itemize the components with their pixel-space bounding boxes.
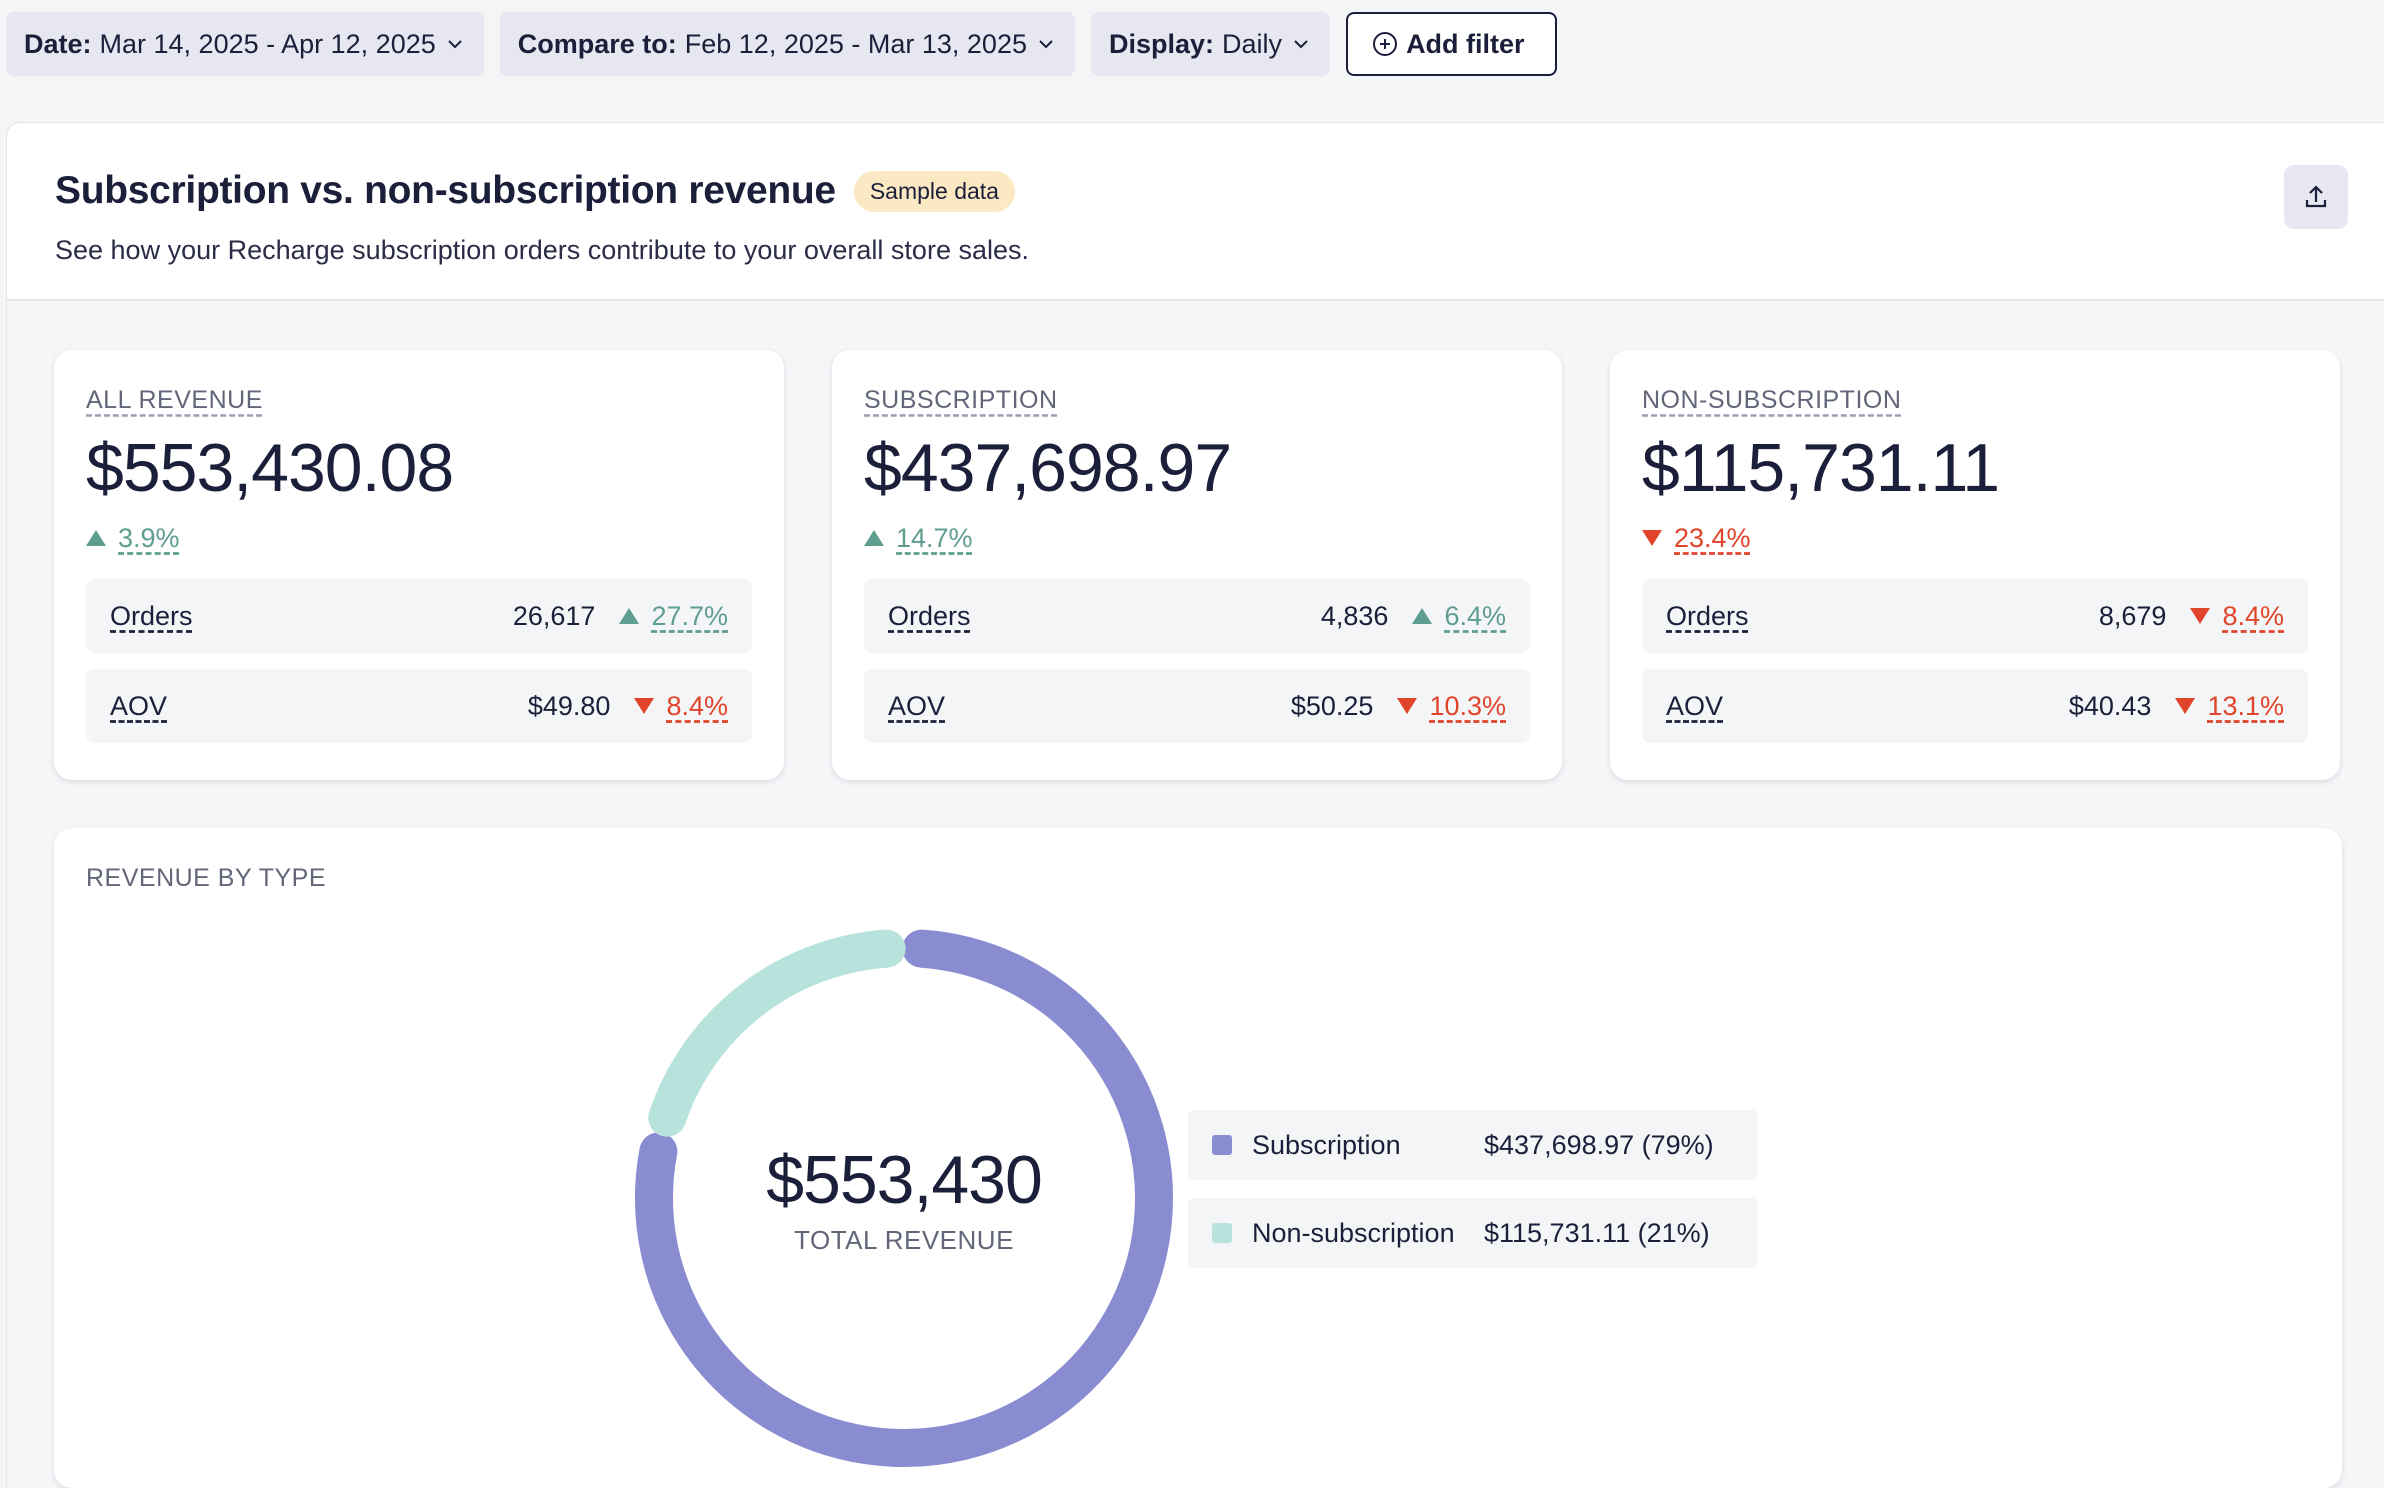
compare-filter-label: Compare to: — [517, 28, 677, 59]
chevron-down-icon — [1294, 40, 1308, 49]
card-change: 14.7% — [864, 521, 1530, 555]
card-change: 3.9% — [86, 521, 752, 555]
change-percent[interactable]: 3.9% — [118, 522, 180, 553]
arrow-up-icon — [86, 530, 106, 546]
revenue-by-type-card: REVENUE BY TYPE $553,430 TOTAL REVENUE S… — [54, 828, 2342, 1488]
compare-filter-value: Feb 12, 2025 - Mar 13, 2025 — [684, 28, 1027, 59]
card-value: $553,430.08 — [86, 430, 454, 506]
legend-item-subscription[interactable]: Subscription $437,698.97 (79%) — [1188, 1110, 1758, 1180]
orders-row: Orders 26,617 27.7% — [86, 579, 752, 653]
arrow-down-icon — [1397, 698, 1418, 714]
card-value: $115,731.11 — [1642, 430, 2000, 506]
aov-row: AOV $49.80 8.4% — [86, 669, 752, 743]
filter-bar: Date: Mar 14, 2025 - Apr 12, 2025 Compar… — [6, 12, 1557, 76]
orders-label[interactable]: Orders — [110, 600, 193, 631]
page-title: Subscription vs. non-subscription revenu… — [55, 169, 836, 212]
add-filter-label: Add filter — [1406, 28, 1525, 59]
display-filter-value: Daily — [1222, 28, 1283, 59]
aov-value: $49.80 — [527, 690, 611, 721]
legend-swatch — [1212, 1223, 1232, 1243]
report-header: Subscription vs. non-subscription revenu… — [7, 123, 2384, 301]
total-revenue-label: TOTAL REVENUE — [794, 1224, 1014, 1255]
orders-value: 8,679 — [2098, 600, 2167, 631]
total-revenue-value: $553,430 — [766, 1141, 1043, 1218]
donut-slice-subscription[interactable] — [635, 929, 1173, 1467]
sample-data-badge: Sample data — [853, 170, 1015, 212]
upload-icon — [2305, 185, 2327, 208]
card-label[interactable]: SUBSCRIPTION — [864, 386, 1058, 414]
orders-label[interactable]: Orders — [888, 600, 971, 631]
orders-row: Orders 4,836 6.4% — [864, 579, 1530, 653]
export-button[interactable] — [2284, 165, 2348, 229]
aov-value: $40.43 — [2068, 690, 2152, 721]
all-revenue-card: ALL REVENUE $553,430.08 3.9% Orders 26,6… — [54, 350, 784, 780]
aov-change[interactable]: 13.1% — [2207, 690, 2284, 721]
arrow-down-icon — [2175, 698, 2196, 714]
arrow-up-icon — [619, 608, 640, 624]
revenue-by-type-label: REVENUE BY TYPE — [86, 864, 326, 892]
aov-row: AOV $50.25 10.3% — [864, 669, 1530, 743]
display-filter[interactable]: Display: Daily — [1091, 12, 1331, 76]
change-percent[interactable]: 14.7% — [896, 522, 973, 553]
non-subscription-card: NON-SUBSCRIPTION $115,731.11 23.4% Order… — [1610, 350, 2340, 780]
compare-filter[interactable]: Compare to: Feb 12, 2025 - Mar 13, 2025 — [499, 12, 1075, 76]
orders-change[interactable]: 8.4% — [2222, 600, 2284, 631]
page-subtitle: See how your Recharge subscription order… — [55, 235, 1029, 265]
orders-row: Orders 8,679 8.4% — [1642, 579, 2308, 653]
orders-value: 26,617 — [512, 600, 596, 631]
donut-center: $553,430 TOTAL REVENUE — [634, 928, 1174, 1468]
date-filter-label: Date: — [24, 28, 92, 59]
legend-amount: $437,698.97 (79%) — [1484, 1129, 1714, 1160]
legend-name: Non-subscription — [1252, 1217, 1455, 1248]
display-filter-label: Display: — [1109, 28, 1215, 59]
legend-amount: $115,731.11 (21%) — [1484, 1217, 1710, 1248]
date-filter[interactable]: Date: Mar 14, 2025 - Apr 12, 2025 — [6, 12, 484, 76]
date-filter-value: Mar 14, 2025 - Apr 12, 2025 — [99, 28, 436, 59]
card-value: $437,698.97 — [864, 430, 1232, 506]
orders-change[interactable]: 27.7% — [651, 600, 728, 631]
arrow-down-icon — [1642, 530, 1662, 546]
change-percent[interactable]: 23.4% — [1674, 522, 1751, 553]
add-filter-button[interactable]: Add filter — [1346, 12, 1557, 76]
arrow-up-icon — [1412, 608, 1433, 624]
aov-label[interactable]: AOV — [1666, 690, 1724, 721]
card-label[interactable]: ALL REVENUE — [86, 386, 263, 414]
card-label[interactable]: NON-SUBSCRIPTION — [1642, 386, 1902, 414]
aov-value: $50.25 — [1290, 690, 1374, 721]
aov-change[interactable]: 8.4% — [666, 690, 728, 721]
arrow-up-icon — [864, 530, 884, 546]
donut-slice-non-subscription[interactable] — [648, 929, 906, 1137]
plus-circle-icon — [1373, 32, 1398, 56]
aov-label[interactable]: AOV — [110, 690, 168, 721]
revenue-donut-chart — [635, 929, 1173, 1467]
subscription-card: SUBSCRIPTION $437,698.97 14.7% Orders 4,… — [832, 350, 1562, 780]
legend-name: Subscription — [1252, 1129, 1401, 1160]
orders-label[interactable]: Orders — [1666, 600, 1749, 631]
arrow-down-icon — [2190, 608, 2211, 624]
orders-value: 4,836 — [1320, 600, 1389, 631]
chart-legend: Subscription $437,698.97 (79%) Non-subsc… — [1188, 1110, 1758, 1286]
aov-row: AOV $40.43 13.1% — [1642, 669, 2308, 743]
aov-label[interactable]: AOV — [888, 690, 946, 721]
legend-item-non-subscription[interactable]: Non-subscription $115,731.11 (21%) — [1188, 1198, 1758, 1268]
chevron-down-icon — [448, 40, 462, 49]
aov-change[interactable]: 10.3% — [1429, 690, 1506, 721]
chevron-down-icon — [1039, 40, 1053, 49]
arrow-down-icon — [634, 698, 655, 714]
legend-swatch — [1212, 1135, 1232, 1155]
card-change: 23.4% — [1642, 521, 2308, 555]
orders-change[interactable]: 6.4% — [1444, 600, 1506, 631]
